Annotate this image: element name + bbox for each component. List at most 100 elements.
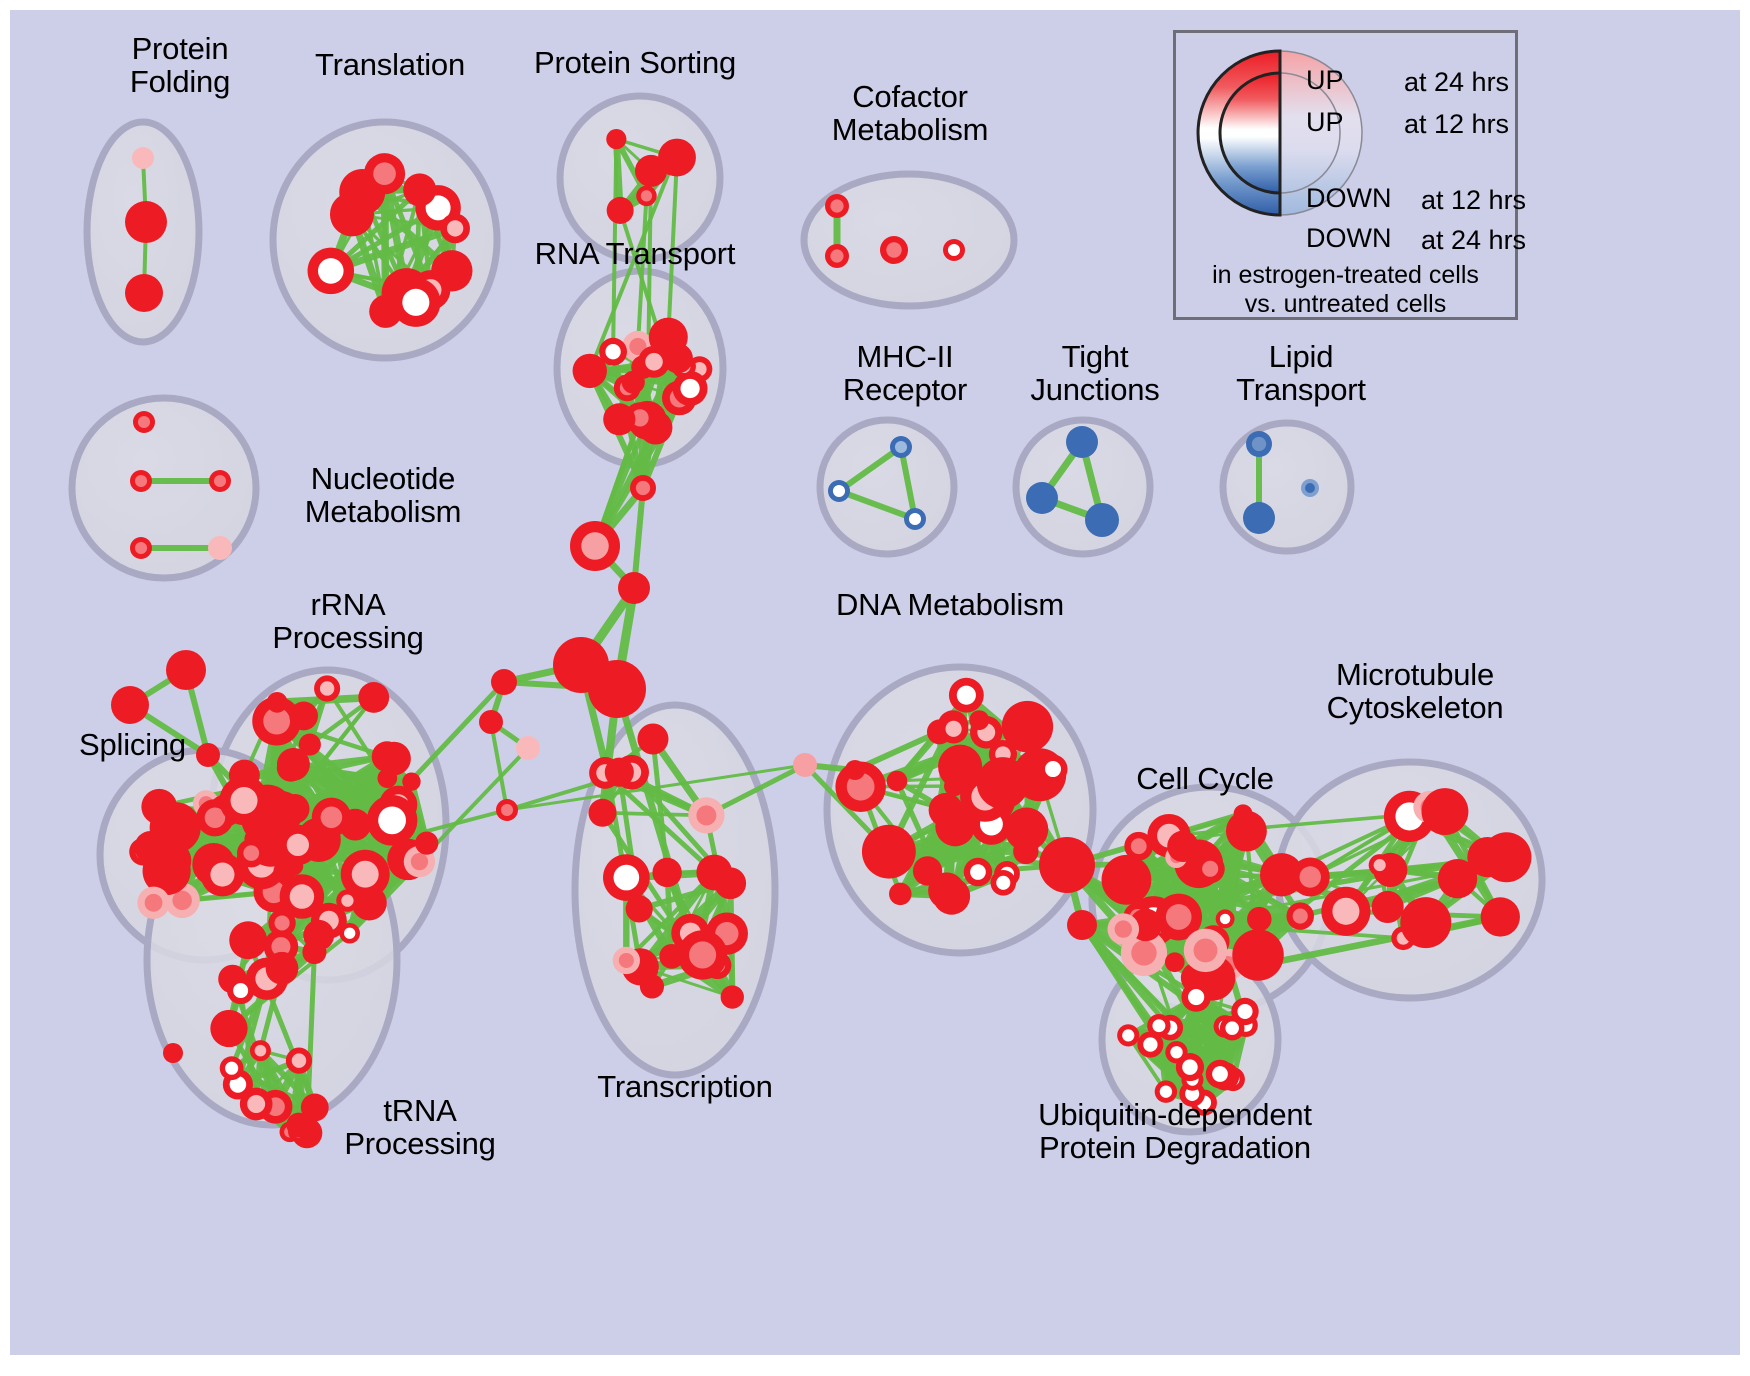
network-node[interactable]	[721, 985, 744, 1008]
network-node[interactable]	[889, 883, 912, 906]
network-node[interactable]	[828, 480, 850, 502]
network-node[interactable]	[130, 470, 152, 492]
network-node[interactable]	[440, 214, 470, 244]
network-node[interactable]	[339, 923, 360, 944]
network-node[interactable]	[939, 714, 968, 743]
network-node[interactable]	[1372, 891, 1404, 923]
network-node[interactable]	[990, 870, 1016, 896]
network-node[interactable]	[229, 921, 267, 959]
network-node[interactable]	[302, 940, 326, 964]
network-node[interactable]	[1117, 1024, 1139, 1046]
network-node[interactable]	[208, 536, 232, 560]
network-node[interactable]	[1438, 859, 1477, 898]
network-node[interactable]	[267, 692, 288, 713]
network-node[interactable]	[210, 1010, 247, 1047]
network-node[interactable]	[1196, 854, 1225, 883]
network-node[interactable]	[133, 411, 155, 433]
network-node[interactable]	[588, 799, 616, 827]
network-node[interactable]	[862, 825, 916, 879]
network-node[interactable]	[1181, 982, 1210, 1011]
network-node[interactable]	[1246, 431, 1272, 457]
network-node[interactable]	[1234, 804, 1253, 823]
network-node[interactable]	[928, 872, 965, 909]
network-node[interactable]	[391, 278, 440, 327]
network-node[interactable]	[964, 858, 993, 887]
network-node[interactable]	[1184, 929, 1227, 972]
network-node[interactable]	[163, 1043, 183, 1063]
network-node[interactable]	[887, 771, 908, 792]
network-node[interactable]	[1085, 503, 1119, 537]
network-node[interactable]	[969, 710, 989, 730]
network-node[interactable]	[1002, 701, 1053, 752]
network-node[interactable]	[166, 650, 206, 690]
network-node[interactable]	[570, 521, 620, 571]
network-node[interactable]	[1013, 839, 1038, 864]
network-node[interactable]	[1039, 837, 1095, 893]
network-node[interactable]	[134, 831, 166, 863]
network-node[interactable]	[605, 758, 634, 787]
network-node[interactable]	[635, 155, 667, 187]
network-node[interactable]	[1481, 897, 1520, 936]
network-node[interactable]	[312, 798, 351, 837]
network-node[interactable]	[1216, 909, 1235, 928]
network-node[interactable]	[308, 248, 355, 295]
network-node[interactable]	[1243, 502, 1275, 534]
network-node[interactable]	[904, 508, 926, 530]
network-node[interactable]	[943, 239, 965, 261]
network-node[interactable]	[209, 470, 231, 492]
network-node[interactable]	[613, 947, 640, 974]
network-node[interactable]	[1321, 887, 1370, 936]
network-node[interactable]	[640, 974, 664, 998]
network-node[interactable]	[1107, 913, 1139, 945]
network-node[interactable]	[1165, 1041, 1187, 1063]
network-node[interactable]	[638, 346, 670, 378]
network-node[interactable]	[880, 236, 908, 264]
network-node[interactable]	[793, 753, 817, 777]
network-node[interactable]	[479, 710, 503, 734]
network-node[interactable]	[219, 776, 268, 825]
network-node[interactable]	[289, 702, 318, 731]
network-node[interactable]	[1137, 1031, 1163, 1057]
network-node[interactable]	[358, 682, 389, 713]
network-node[interactable]	[278, 825, 318, 865]
network-node[interactable]	[630, 475, 656, 501]
network-node[interactable]	[314, 675, 340, 701]
network-node[interactable]	[977, 757, 1029, 809]
network-node[interactable]	[637, 723, 668, 754]
network-node[interactable]	[696, 855, 732, 891]
network-node[interactable]	[286, 1047, 312, 1073]
network-node[interactable]	[636, 186, 657, 207]
network-node[interactable]	[220, 1056, 244, 1080]
network-node[interactable]	[341, 850, 390, 899]
network-node[interactable]	[286, 1113, 311, 1138]
network-node[interactable]	[1167, 831, 1198, 862]
network-node[interactable]	[227, 977, 254, 1004]
network-node[interactable]	[299, 734, 321, 756]
network-node[interactable]	[606, 129, 626, 149]
network-node[interactable]	[652, 858, 681, 887]
network-node[interactable]	[277, 754, 305, 782]
network-node[interactable]	[1038, 755, 1067, 784]
network-node[interactable]	[201, 853, 245, 897]
network-node[interactable]	[603, 403, 635, 435]
network-node[interactable]	[678, 930, 727, 979]
network-node[interactable]	[622, 371, 645, 394]
network-node[interactable]	[237, 839, 266, 868]
network-node[interactable]	[890, 436, 912, 458]
network-node[interactable]	[603, 854, 650, 901]
network-node[interactable]	[825, 244, 849, 268]
network-node[interactable]	[618, 572, 650, 604]
network-node[interactable]	[1026, 482, 1058, 514]
network-node[interactable]	[1422, 788, 1469, 835]
network-node[interactable]	[1067, 910, 1097, 940]
network-node[interactable]	[132, 147, 154, 169]
network-node[interactable]	[125, 201, 167, 243]
network-node[interactable]	[929, 793, 963, 827]
network-node[interactable]	[402, 772, 420, 790]
network-node[interactable]	[1231, 998, 1258, 1025]
network-node[interactable]	[1232, 929, 1284, 981]
network-node[interactable]	[825, 194, 849, 218]
network-node[interactable]	[1165, 952, 1185, 972]
network-node[interactable]	[403, 173, 436, 206]
network-node[interactable]	[516, 736, 540, 760]
